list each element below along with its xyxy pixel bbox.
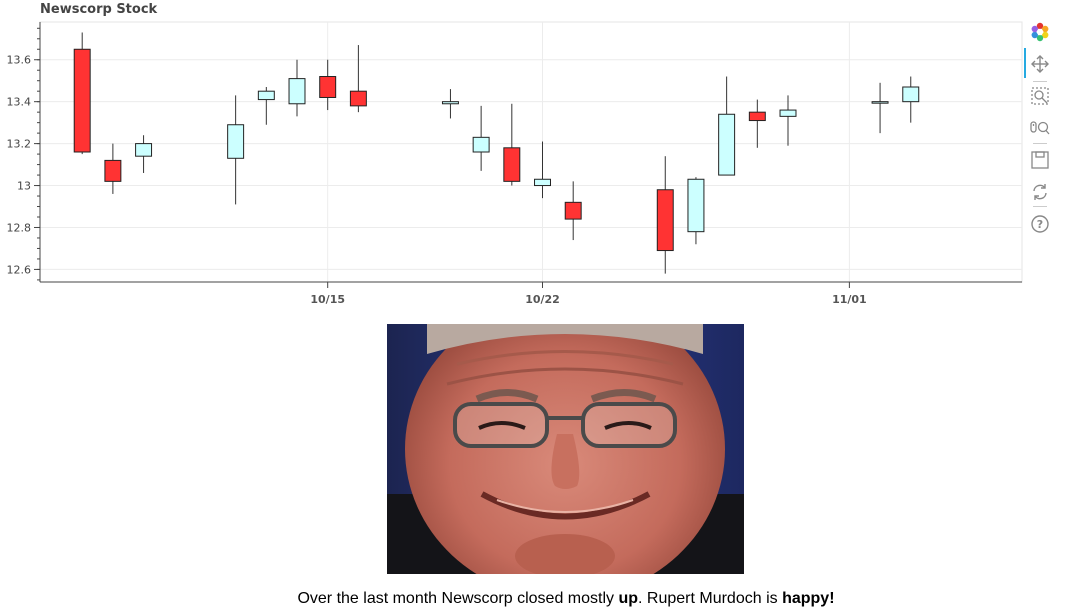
portrait-photo <box>387 324 744 574</box>
toolbar-separator <box>1033 143 1047 144</box>
caption-emphasis-happy: happy! <box>782 590 835 607</box>
candle-body-increasing <box>871 101 889 104</box>
candle-body-increasing <box>288 78 306 105</box>
y-tick-label: 13.2 <box>7 138 32 151</box>
axis-layer: 12.6 12.8 13 13.2 13.4 13.6 10/15 10/22 11/01 <box>7 22 1022 306</box>
candle-body-increasing <box>257 90 275 101</box>
toolbar-separator <box>1033 81 1047 82</box>
candle-body-increasing <box>135 143 153 157</box>
box-zoom-icon[interactable] <box>1030 86 1050 106</box>
y-tick-label: 12.8 <box>7 221 32 234</box>
y-tick-label: 13.4 <box>7 96 32 109</box>
candle-body-decreasing <box>104 159 122 182</box>
pan-icon[interactable] <box>1030 54 1050 74</box>
caption-emphasis-up: up <box>618 590 639 607</box>
candle-body-decreasing <box>503 147 521 182</box>
candle-body-increasing <box>227 124 245 159</box>
grid-layer <box>39 21 1023 283</box>
smiling-man-portrait <box>387 324 744 574</box>
candle-body-decreasing <box>319 76 337 98</box>
candle-body-increasing <box>718 113 736 176</box>
candle-body-increasing <box>779 109 797 117</box>
candle-body-decreasing <box>349 90 367 107</box>
plot-frame <box>39 21 1023 283</box>
reset-icon[interactable] <box>1030 182 1050 202</box>
svg-text:?: ? <box>1037 218 1043 231</box>
candle-body-decreasing <box>748 111 766 122</box>
caption-text: . Rupert Murdoch is <box>638 590 783 607</box>
x-tick-label: 11/01 <box>832 293 867 306</box>
toolbar-separator <box>1033 206 1047 207</box>
candle-body-decreasing <box>564 201 582 220</box>
candle-body-decreasing <box>73 48 91 153</box>
help-icon[interactable]: ? <box>1030 214 1050 234</box>
x-tick-label: 10/22 <box>525 293 560 306</box>
chart-toolbar: ? <box>1024 20 1056 250</box>
candlestick-chart[interactable]: 12.6 12.8 13 13.2 13.4 13.6 10/15 10/22 11/01 <box>0 0 1030 315</box>
wheel-zoom-icon[interactable] <box>1030 118 1050 138</box>
candle-body-increasing <box>472 136 490 153</box>
candle-body-decreasing <box>656 189 674 252</box>
candle-body-increasing <box>534 178 551 187</box>
candle-body-increasing <box>687 178 705 233</box>
candle-body-increasing <box>902 86 920 103</box>
candle-layer <box>73 32 920 274</box>
y-tick-label: 13.6 <box>7 54 32 67</box>
y-tick-label: 12.6 <box>7 263 32 276</box>
caption: Over the last month Newscorp closed most… <box>0 590 1081 608</box>
y-tick-label: 13 <box>17 180 31 193</box>
active-tool-indicator <box>1024 48 1026 78</box>
candle-body-increasing <box>441 101 459 105</box>
bokeh-logo-icon[interactable] <box>1030 22 1050 42</box>
chart-title: Newscorp Stock <box>40 2 158 17</box>
save-icon[interactable] <box>1030 150 1050 170</box>
caption-text: Over the last month Newscorp closed most… <box>297 590 619 607</box>
x-tick-label: 10/15 <box>310 293 345 306</box>
